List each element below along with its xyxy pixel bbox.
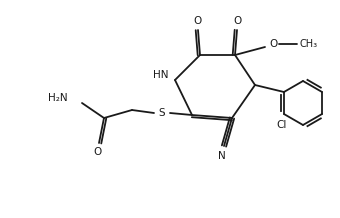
Text: O: O — [269, 39, 277, 49]
Text: O: O — [93, 147, 101, 157]
Text: CH₃: CH₃ — [300, 39, 318, 49]
Text: S: S — [159, 108, 165, 118]
Text: Cl: Cl — [277, 120, 287, 130]
Text: H₂N: H₂N — [48, 93, 68, 103]
Text: O: O — [194, 16, 202, 26]
Text: O: O — [233, 16, 241, 26]
Text: HN: HN — [153, 70, 169, 80]
Text: N: N — [218, 151, 226, 161]
